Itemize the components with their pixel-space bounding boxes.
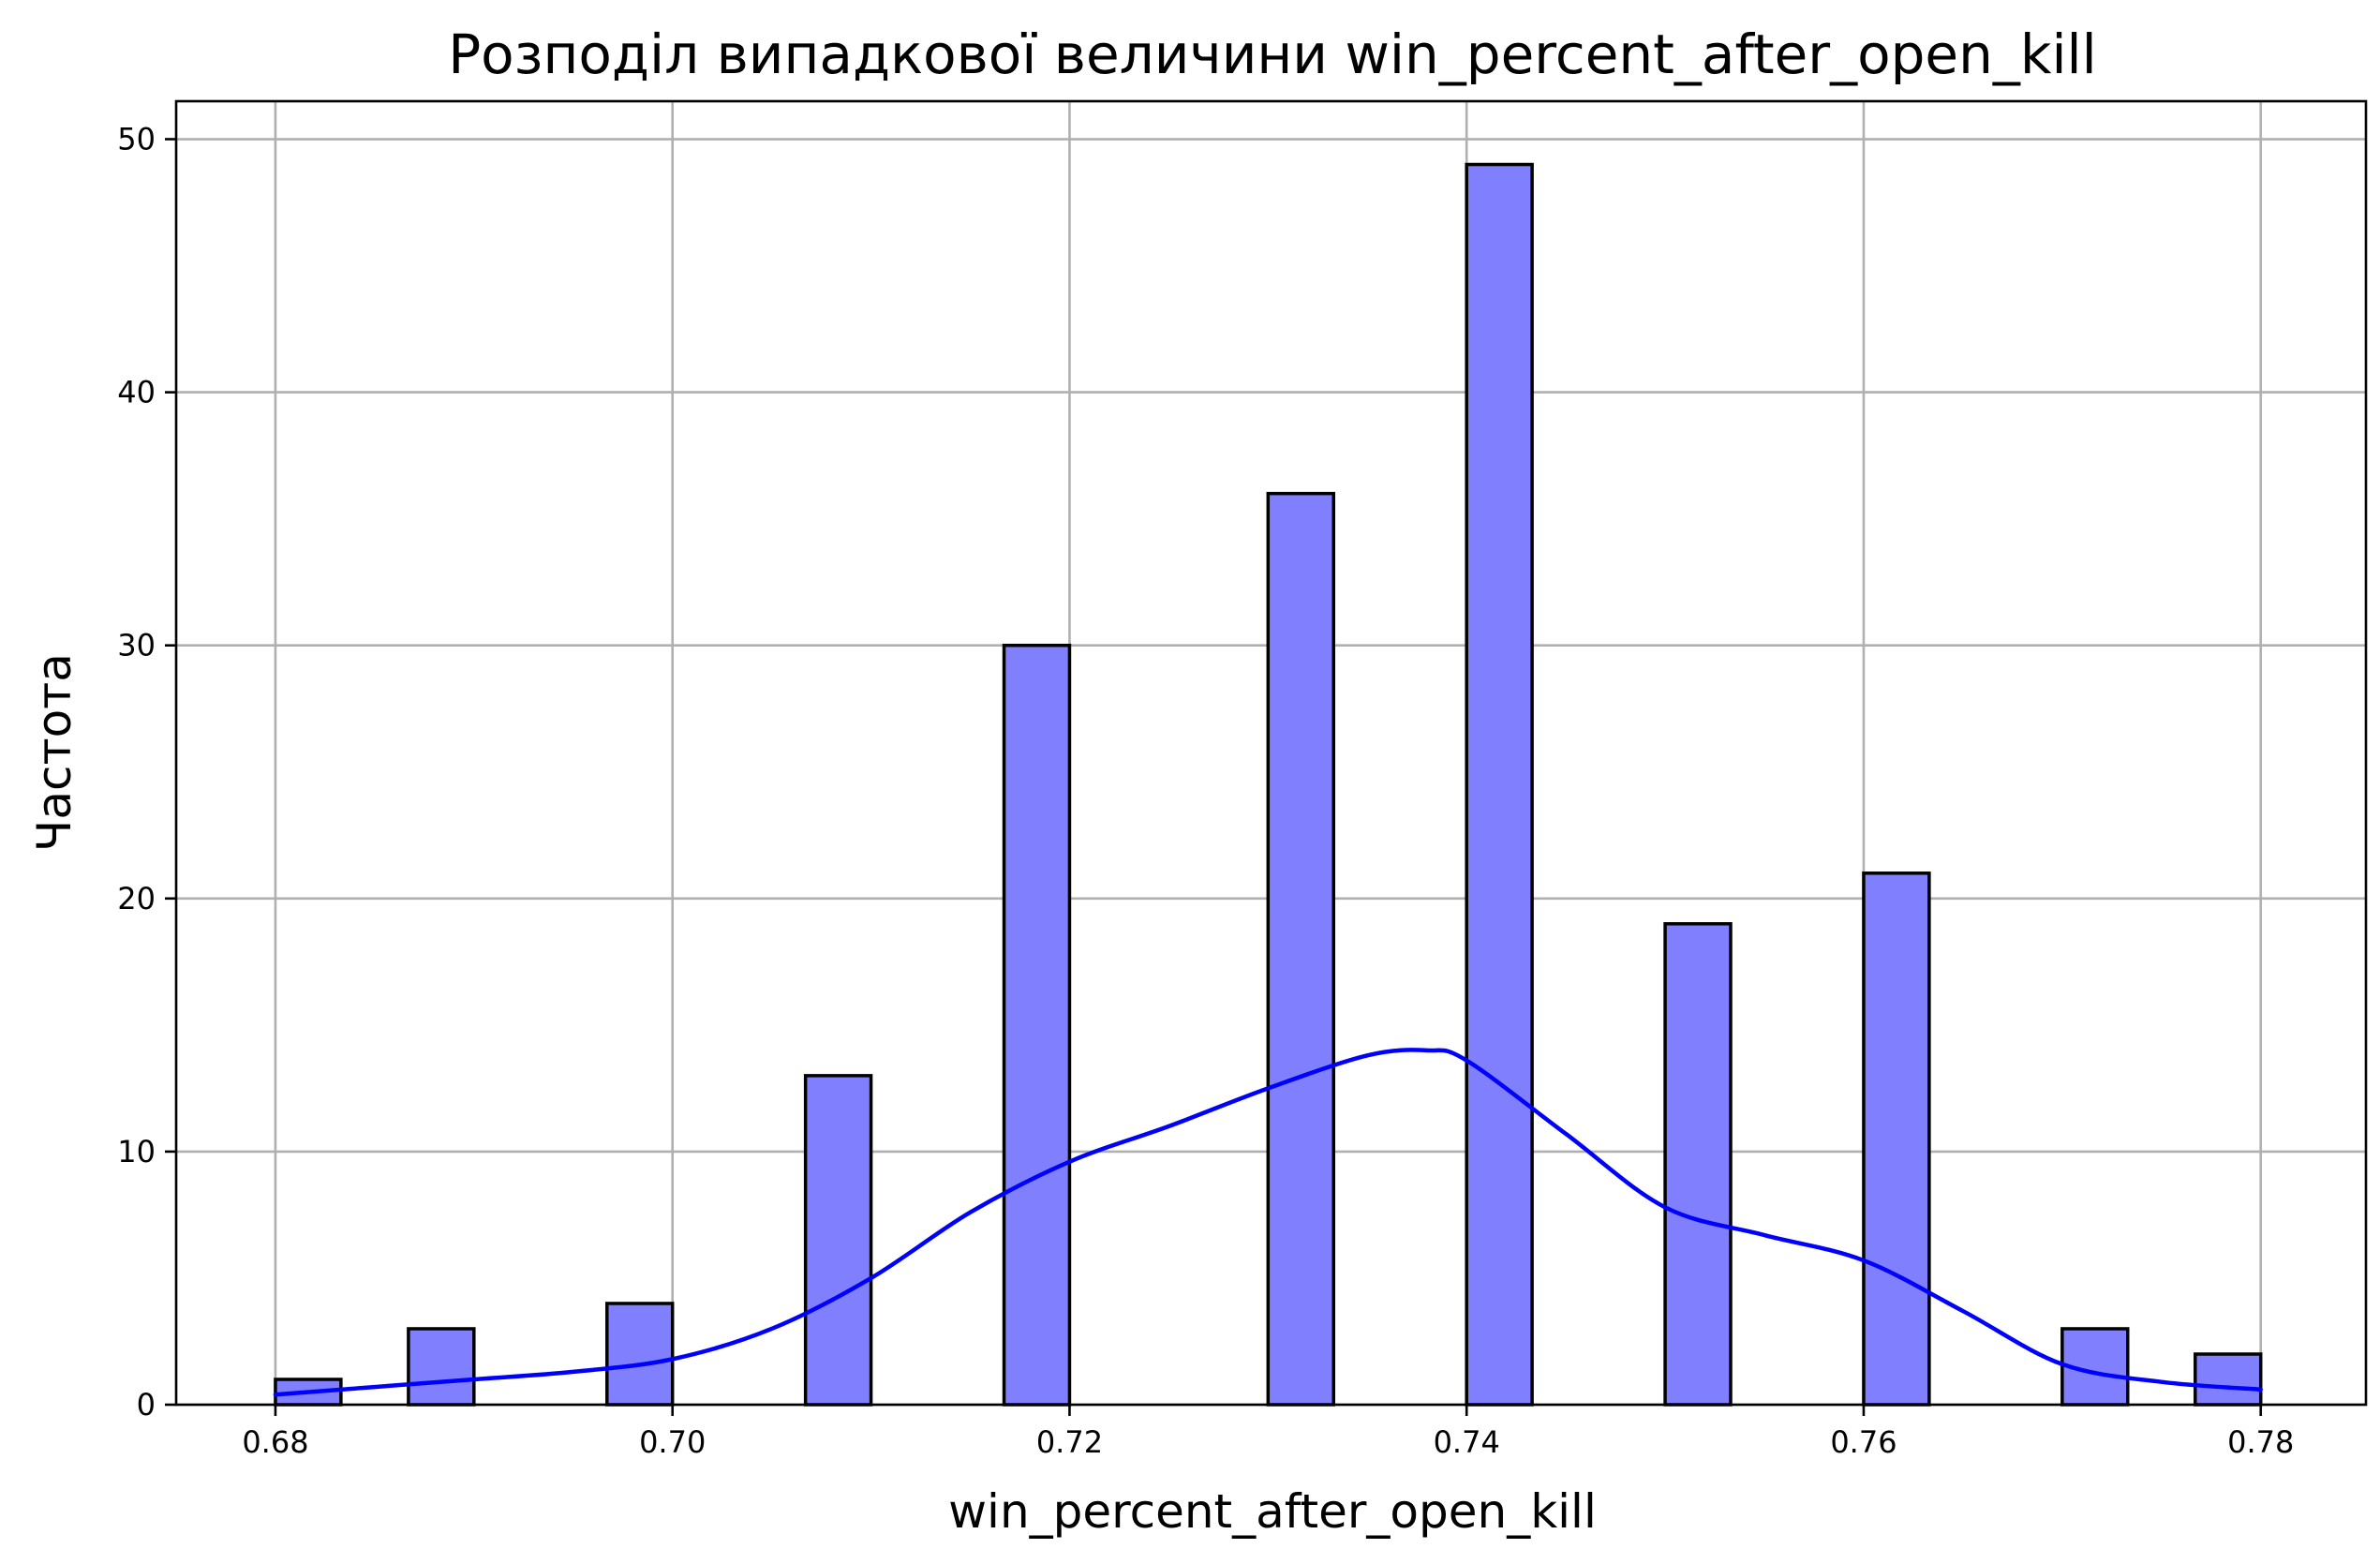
y-axis-label: Частота bbox=[27, 653, 82, 852]
x-axis-label: win_percent_after_open_kill bbox=[948, 1484, 1597, 1539]
x-tick-label: 0.72 bbox=[1036, 1424, 1103, 1460]
kde-curve bbox=[273, 1048, 2263, 1397]
y-tick-label: 0 bbox=[137, 1387, 156, 1422]
chart-title: Розподіл випадкової величини win_percent… bbox=[448, 22, 2097, 86]
histogram-bar bbox=[1002, 643, 1072, 1407]
x-axis-ticks: 0.68 0.70 0.72 0.74 0.76 0.78 bbox=[242, 1405, 2294, 1460]
histogram-bar bbox=[1465, 162, 1534, 1407]
histogram-bar bbox=[605, 1302, 675, 1407]
x-tick-label: 0.70 bbox=[639, 1424, 706, 1460]
y-tick-label: 40 bbox=[117, 375, 156, 410]
plot-frame bbox=[174, 99, 2368, 1407]
histogram-bar bbox=[1663, 922, 1733, 1407]
y-tick-label: 10 bbox=[117, 1134, 156, 1169]
histogram-bar bbox=[1862, 871, 1931, 1407]
histogram-bar bbox=[2194, 1352, 2263, 1407]
y-tick-label: 30 bbox=[117, 628, 156, 663]
histogram-bar bbox=[1266, 491, 1335, 1407]
histogram-bar bbox=[407, 1327, 476, 1407]
histogram-bar bbox=[803, 1074, 873, 1407]
x-tick-label: 0.78 bbox=[2227, 1424, 2294, 1460]
y-tick-label: 50 bbox=[117, 122, 156, 157]
x-tick-label: 0.76 bbox=[1830, 1424, 1897, 1460]
y-tick-label: 20 bbox=[117, 881, 156, 916]
x-tick-label: 0.68 bbox=[242, 1424, 308, 1460]
y-axis-ticks: 0 10 20 30 40 50 bbox=[117, 122, 176, 1422]
x-tick-label: 0.74 bbox=[1434, 1424, 1500, 1460]
